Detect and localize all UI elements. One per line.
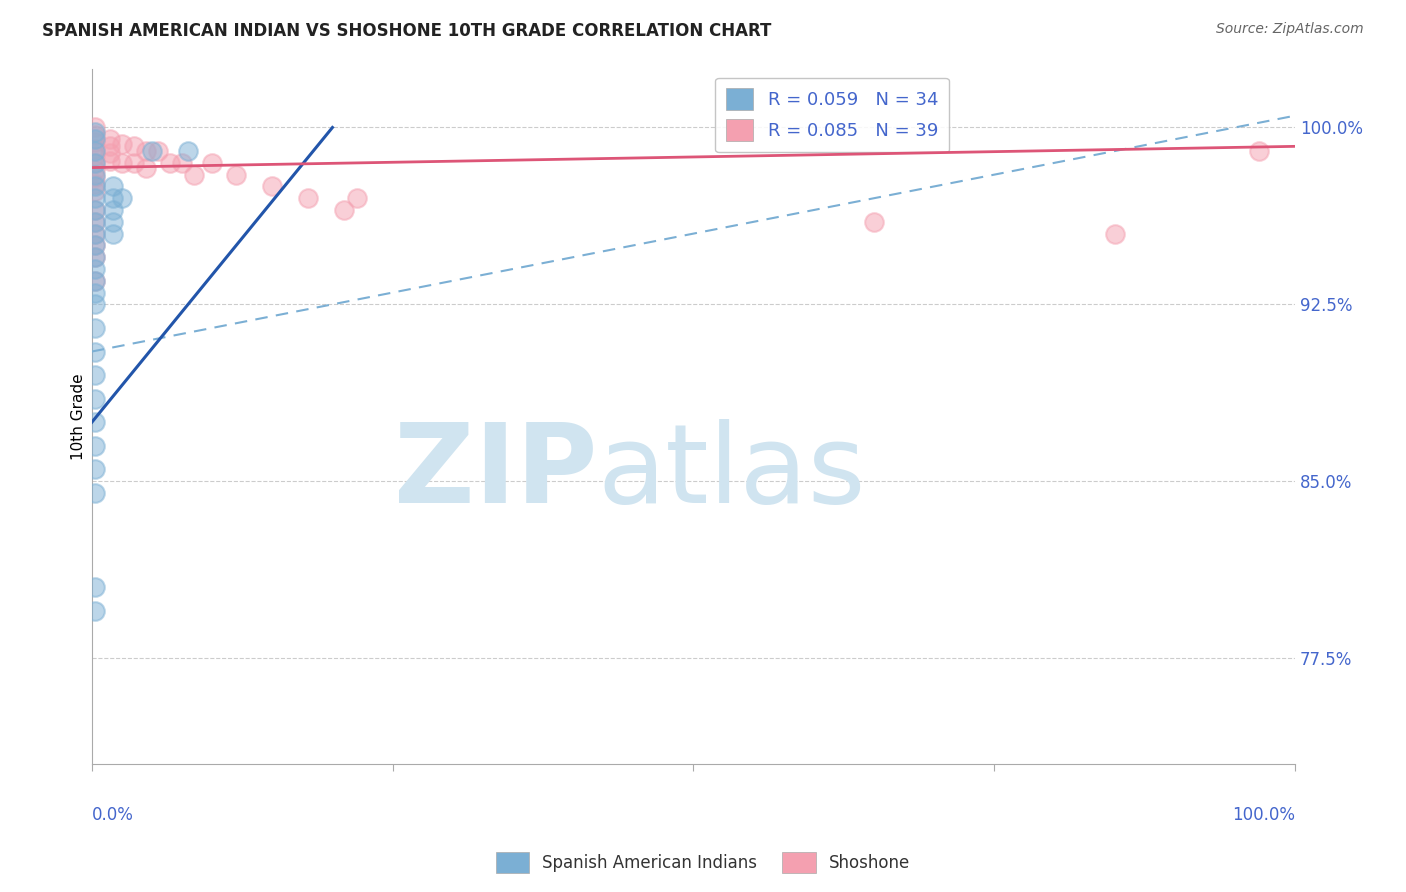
Text: ZIP: ZIP bbox=[394, 418, 598, 525]
Point bbox=[98, 132, 121, 146]
Point bbox=[84, 156, 107, 170]
Point bbox=[225, 168, 247, 182]
Point bbox=[183, 168, 205, 182]
Point bbox=[146, 144, 169, 158]
Point bbox=[84, 202, 107, 217]
Point bbox=[84, 163, 107, 178]
Text: 100.0%: 100.0% bbox=[1232, 806, 1295, 824]
Point bbox=[84, 168, 107, 182]
Point bbox=[103, 202, 125, 217]
Point bbox=[84, 177, 107, 191]
Point bbox=[84, 262, 107, 277]
Point bbox=[333, 202, 356, 217]
Point bbox=[84, 191, 107, 205]
Point bbox=[103, 215, 125, 229]
Point bbox=[122, 139, 145, 153]
Point bbox=[1104, 227, 1126, 241]
Point bbox=[863, 215, 886, 229]
Point bbox=[135, 144, 157, 158]
Point bbox=[84, 250, 107, 264]
Point bbox=[84, 321, 107, 335]
Point bbox=[262, 179, 284, 194]
Point bbox=[98, 146, 121, 161]
Point bbox=[177, 144, 200, 158]
Point bbox=[84, 439, 107, 453]
Point bbox=[84, 250, 107, 264]
Point bbox=[135, 161, 157, 175]
Point bbox=[84, 238, 107, 252]
Point bbox=[84, 274, 107, 288]
Point bbox=[201, 156, 224, 170]
Point bbox=[84, 462, 107, 476]
Point bbox=[297, 191, 319, 205]
Point bbox=[84, 297, 107, 311]
Point bbox=[84, 120, 107, 135]
Point bbox=[84, 144, 107, 158]
Text: SPANISH AMERICAN INDIAN VS SHOSHONE 10TH GRADE CORRELATION CHART: SPANISH AMERICAN INDIAN VS SHOSHONE 10TH… bbox=[42, 22, 772, 40]
Point bbox=[84, 227, 107, 241]
Point bbox=[84, 135, 107, 149]
Point bbox=[103, 191, 125, 205]
Point bbox=[84, 128, 107, 142]
Point bbox=[103, 179, 125, 194]
Point bbox=[84, 227, 107, 241]
Point bbox=[84, 142, 107, 156]
Point bbox=[84, 581, 107, 595]
Point bbox=[170, 156, 193, 170]
Point bbox=[84, 274, 107, 288]
Point bbox=[111, 136, 134, 151]
Point bbox=[84, 202, 107, 217]
Point bbox=[84, 149, 107, 163]
Point bbox=[84, 215, 107, 229]
Point bbox=[141, 144, 163, 158]
Point bbox=[84, 169, 107, 184]
Point bbox=[84, 392, 107, 406]
Point bbox=[346, 191, 368, 205]
Point bbox=[103, 227, 125, 241]
Point bbox=[84, 285, 107, 300]
Legend: R = 0.059   N = 34, R = 0.085   N = 39: R = 0.059 N = 34, R = 0.085 N = 39 bbox=[716, 78, 949, 153]
Point bbox=[84, 184, 107, 198]
Point bbox=[84, 486, 107, 500]
Point bbox=[98, 153, 121, 168]
Point bbox=[159, 156, 181, 170]
Text: atlas: atlas bbox=[598, 418, 866, 525]
Point bbox=[84, 368, 107, 383]
Point bbox=[111, 156, 134, 170]
Point bbox=[84, 604, 107, 618]
Legend: Spanish American Indians, Shoshone: Spanish American Indians, Shoshone bbox=[489, 846, 917, 880]
Text: 0.0%: 0.0% bbox=[91, 806, 134, 824]
Point bbox=[84, 125, 107, 139]
Point bbox=[84, 415, 107, 429]
Point bbox=[84, 179, 107, 194]
Point bbox=[1247, 144, 1270, 158]
Point bbox=[98, 139, 121, 153]
Point bbox=[84, 238, 107, 252]
Point bbox=[122, 156, 145, 170]
Point bbox=[84, 132, 107, 146]
Y-axis label: 10th Grade: 10th Grade bbox=[72, 373, 86, 459]
Point bbox=[84, 344, 107, 359]
Point bbox=[84, 156, 107, 170]
Point bbox=[84, 215, 107, 229]
Text: Source: ZipAtlas.com: Source: ZipAtlas.com bbox=[1216, 22, 1364, 37]
Point bbox=[111, 191, 134, 205]
